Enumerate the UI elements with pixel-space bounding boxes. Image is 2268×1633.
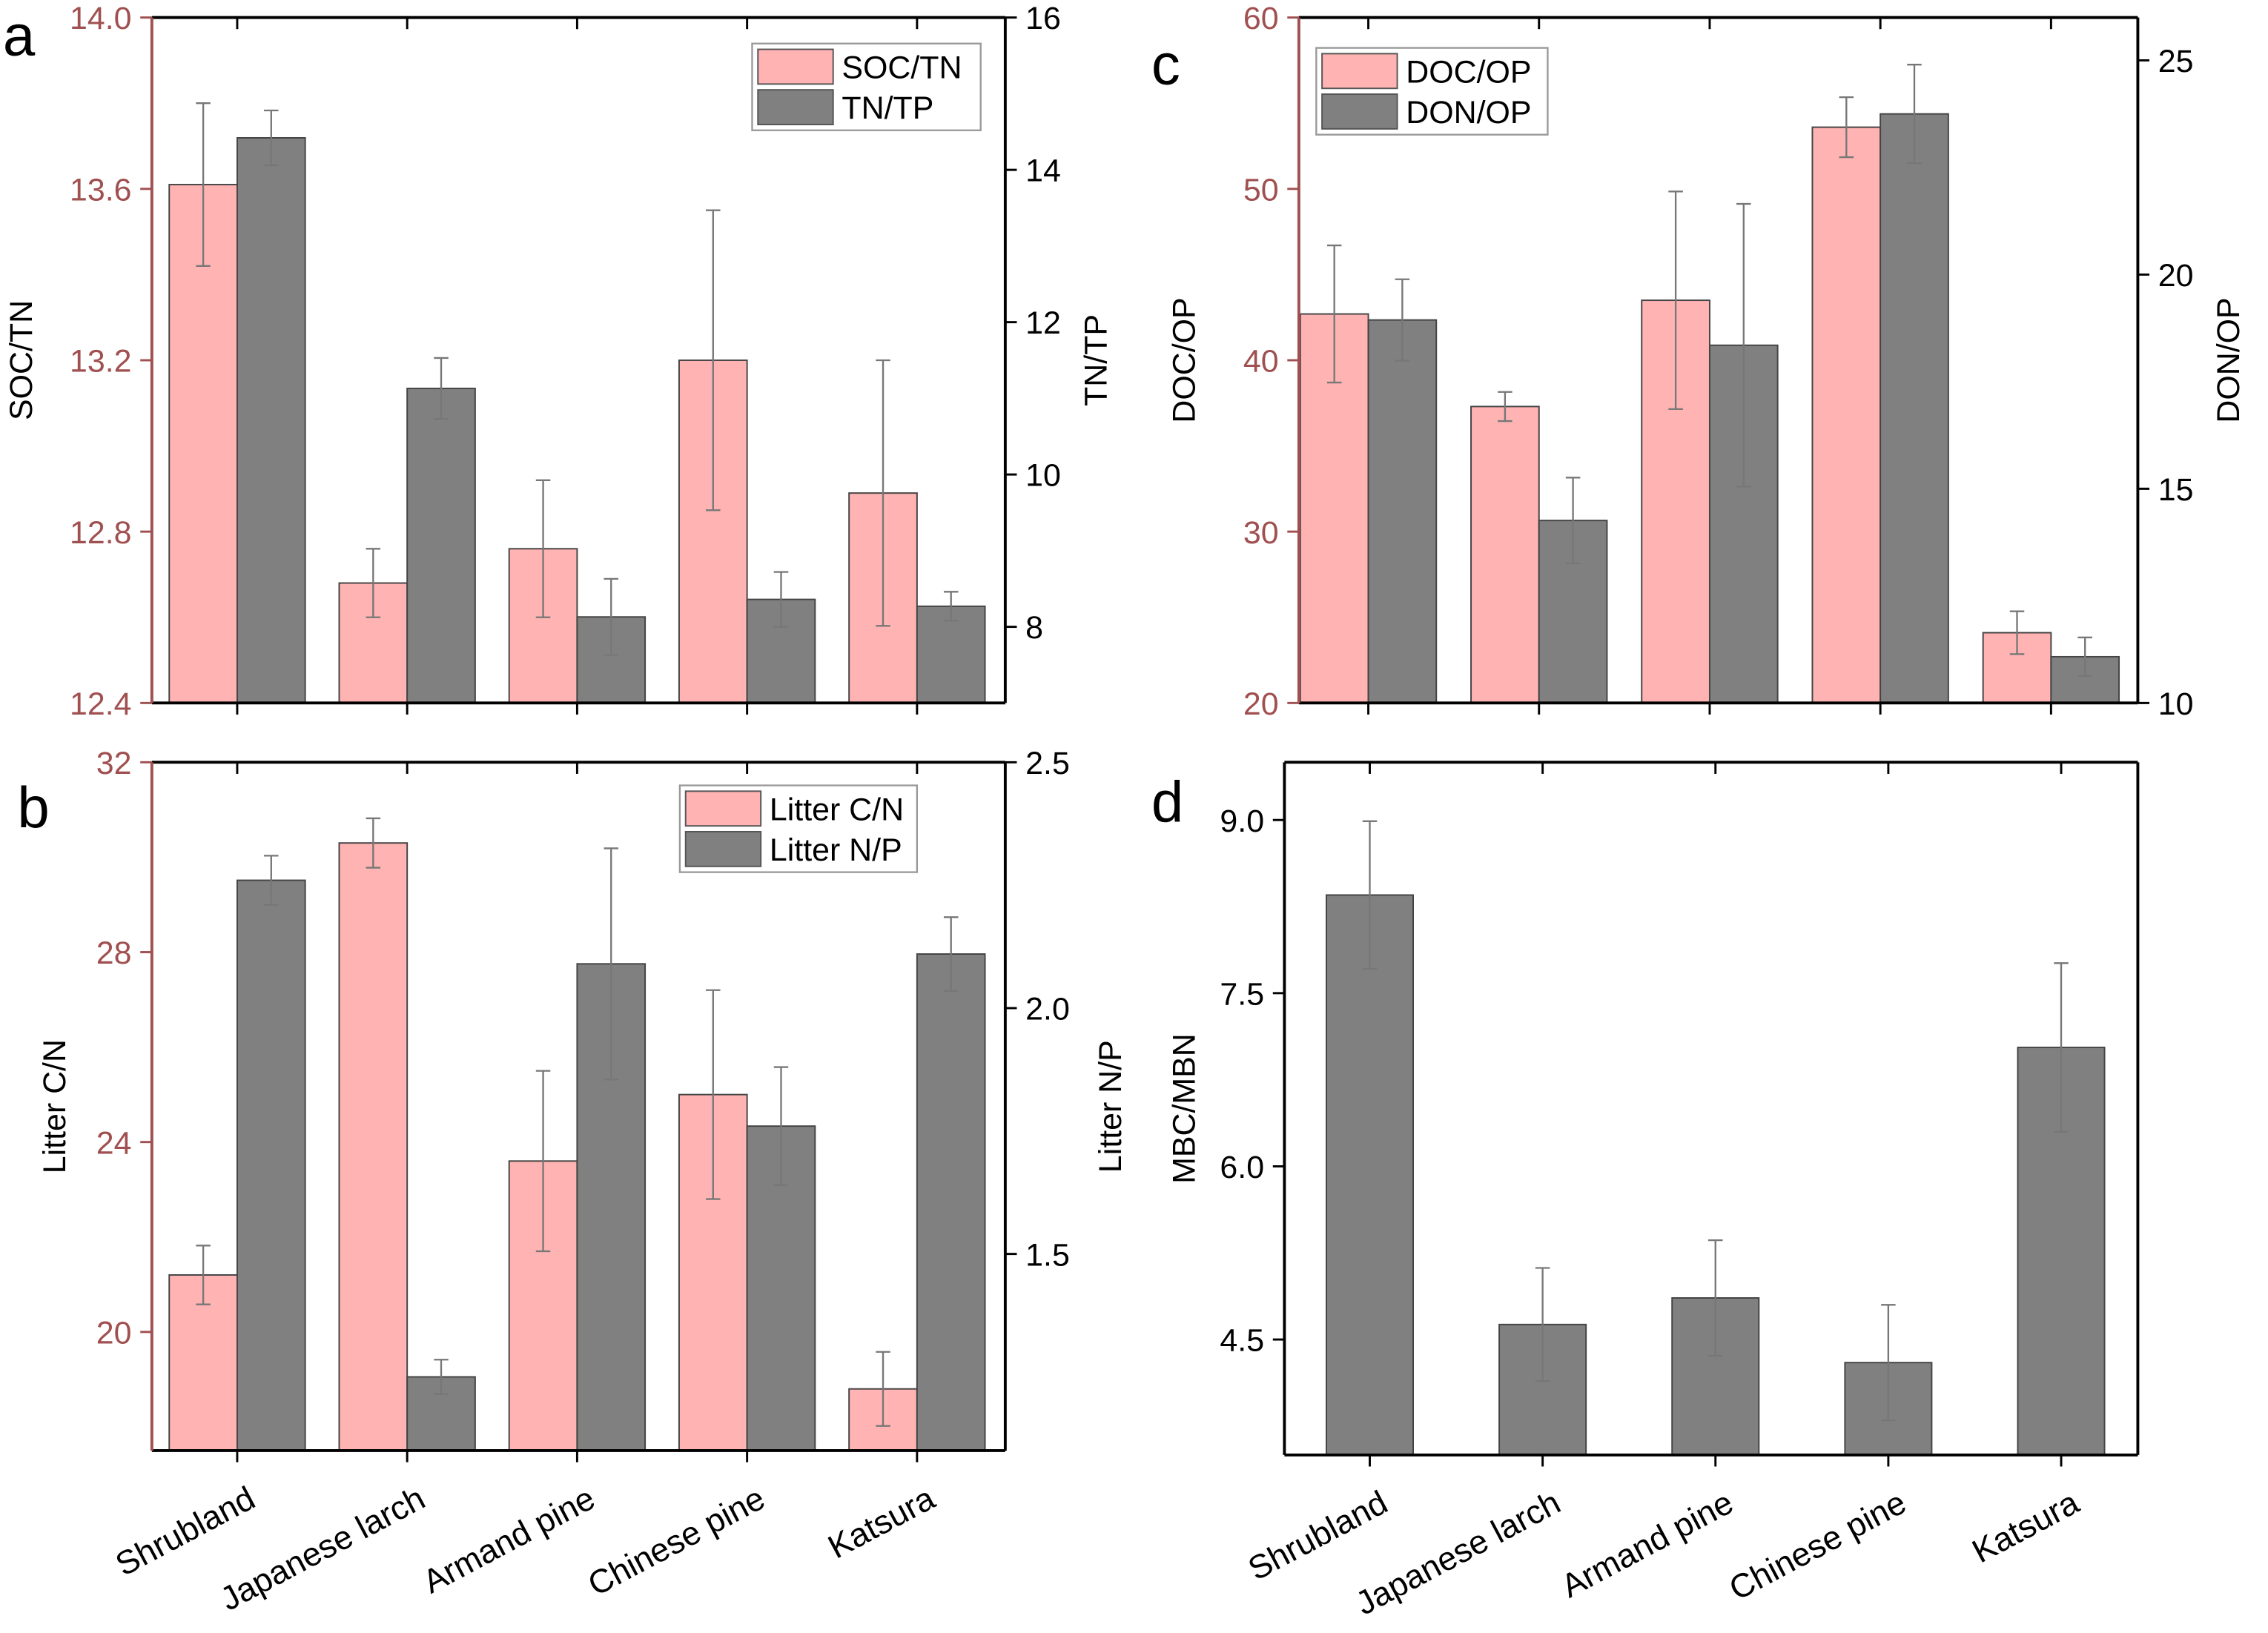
y2-tick-label: 25: [2158, 44, 2194, 79]
bar-shrubland-don-op: [1367, 319, 1438, 704]
y-axis-label: MBC/MBN: [1166, 1033, 1202, 1184]
bar-shrubland-tn-tp: [236, 136, 306, 704]
y2-tick-label: 1.5: [1025, 1237, 1070, 1273]
legend-swatch: [1321, 93, 1398, 130]
y-tick-label: 60: [1243, 1, 1279, 36]
y2-tick-label: 8: [1025, 610, 1043, 646]
y-axis-label: SOC/TN: [4, 300, 39, 420]
x-tick-label: Katsura: [821, 1479, 940, 1566]
legend-label: TN/TP: [842, 90, 933, 126]
legend-label: DOC/OP: [1406, 54, 1531, 90]
bar-chinese-pine-don-op: [1879, 113, 1949, 704]
y-axis-label: DOC/OP: [1166, 297, 1202, 423]
y2-tick-label: 16: [1025, 1, 1061, 36]
y-tick-label: 13.2: [70, 344, 132, 380]
panel-a: a 12.4 12.8 13.2 13.6 14.0 SOC/TN 8 10 12 14 16 TN/T…: [3, 1, 1114, 722]
y2-tick-label: 12: [1025, 305, 1061, 341]
x-tick-label: Shrubland: [1242, 1483, 1394, 1588]
y2-tick-label: 20: [2158, 258, 2194, 294]
y2-tick-label: 2.0: [1025, 992, 1070, 1027]
y-tick-label: 20: [96, 1315, 132, 1351]
y-tick-label: 30: [1243, 515, 1279, 551]
y-tick-label: 13.6: [70, 172, 132, 208]
y-tick-label: 14.0: [70, 1, 132, 36]
x-tick-label: Armand pine: [1555, 1483, 1739, 1605]
bar-katsura-tn-tp: [916, 605, 986, 704]
y-tick-label: 4.5: [1220, 1323, 1264, 1359]
y2-tick-label: 14: [1025, 153, 1061, 189]
y-tick-label: 9.0: [1220, 804, 1264, 839]
y-tick-label: 12.4: [70, 686, 132, 722]
x-tick-label: Shrubland: [109, 1479, 261, 1583]
y2-axis-label: Litter N/P: [1093, 1040, 1128, 1173]
y2-axis-label: DON/OP: [2211, 297, 2246, 423]
bar-shrubland-litter-n-p: [236, 879, 306, 1451]
bar-japanese-larch-doc-op: [1470, 405, 1540, 704]
x-tick-label: Chinese pine: [581, 1479, 770, 1603]
bar-japanese-larch-tn-tp: [406, 388, 476, 704]
panel-letter: a: [3, 2, 36, 67]
panel-letter: c: [1151, 31, 1180, 96]
bar-chinese-pine-doc-op: [1811, 126, 1882, 704]
legend-label: DON/OP: [1406, 95, 1531, 130]
legend-label: SOC/TN: [842, 50, 962, 86]
y-tick-label: 32: [96, 746, 132, 781]
y-tick-label: 24: [96, 1125, 132, 1161]
y-tick-label: 12.8: [70, 515, 132, 551]
legend-swatch: [1321, 53, 1398, 90]
legend-swatch: [757, 89, 834, 125]
y-tick-label: 6.0: [1220, 1150, 1264, 1185]
y-tick-label: 20: [1243, 686, 1279, 722]
bar-katsura-litter-n-p: [916, 953, 986, 1451]
bar-japanese-larch-litter-c-n: [338, 842, 409, 1451]
panel-letter: b: [17, 775, 49, 840]
y2-tick-label: 2.5: [1025, 746, 1070, 781]
legend-label: Litter N/P: [770, 832, 902, 868]
panel-c: c 20 30 40 50 60 DOC/OP 10 15 20 25 DON/OP DOC/OP DON…: [1151, 1, 2246, 722]
legend-swatch: [684, 831, 762, 867]
x-tick-label: Chinese pine: [1723, 1483, 1912, 1608]
y2-tick-label: 10: [2158, 686, 2194, 722]
panel-letter: d: [1151, 769, 1183, 834]
y-tick-label: 40: [1243, 344, 1279, 380]
y-tick-label: 28: [96, 935, 132, 971]
x-tick-label: Katsura: [1966, 1483, 2085, 1571]
x-tick-label: Armand pine: [417, 1479, 601, 1600]
y-axis-label: Litter C/N: [37, 1039, 73, 1173]
legend-swatch: [684, 790, 762, 827]
bar-shrubland-soc-tn: [168, 184, 238, 704]
y-tick-label: 50: [1243, 172, 1279, 208]
bar-shrubland: [1325, 894, 1414, 1456]
legend-swatch: [757, 48, 834, 85]
y2-tick-label: 15: [2158, 472, 2194, 508]
legend-label: Litter C/N: [770, 792, 904, 827]
y2-axis-label: TN/TP: [1078, 314, 1114, 406]
y-tick-label: 7.5: [1220, 976, 1264, 1012]
y2-tick-label: 10: [1025, 458, 1061, 494]
